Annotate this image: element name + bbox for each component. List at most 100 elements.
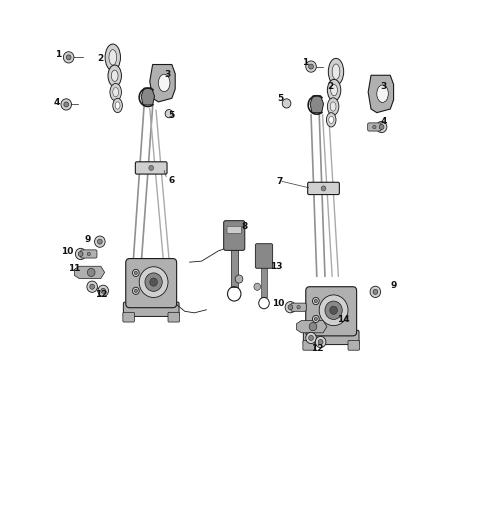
FancyBboxPatch shape bbox=[348, 340, 360, 350]
Circle shape bbox=[97, 239, 102, 244]
Circle shape bbox=[134, 289, 137, 292]
Text: 12: 12 bbox=[311, 344, 323, 353]
Circle shape bbox=[66, 55, 71, 60]
FancyBboxPatch shape bbox=[255, 244, 273, 268]
FancyBboxPatch shape bbox=[224, 221, 245, 250]
FancyBboxPatch shape bbox=[261, 267, 267, 297]
Text: 14: 14 bbox=[337, 315, 349, 325]
Ellipse shape bbox=[110, 83, 121, 101]
Ellipse shape bbox=[332, 64, 340, 79]
Circle shape bbox=[63, 52, 74, 63]
Circle shape bbox=[330, 306, 337, 314]
Circle shape bbox=[150, 278, 157, 286]
Circle shape bbox=[309, 64, 313, 69]
Ellipse shape bbox=[327, 79, 341, 101]
FancyBboxPatch shape bbox=[123, 312, 134, 322]
Circle shape bbox=[78, 251, 83, 257]
Ellipse shape bbox=[330, 102, 336, 111]
Polygon shape bbox=[141, 88, 155, 105]
Circle shape bbox=[98, 285, 108, 296]
Circle shape bbox=[87, 281, 97, 292]
Text: 5: 5 bbox=[277, 94, 284, 103]
Circle shape bbox=[254, 283, 261, 290]
Polygon shape bbox=[368, 75, 394, 113]
Ellipse shape bbox=[113, 98, 122, 113]
FancyBboxPatch shape bbox=[168, 312, 180, 322]
FancyBboxPatch shape bbox=[135, 162, 167, 174]
Ellipse shape bbox=[111, 70, 118, 81]
Ellipse shape bbox=[113, 88, 119, 97]
FancyBboxPatch shape bbox=[306, 287, 357, 336]
Text: 10: 10 bbox=[272, 298, 285, 308]
Circle shape bbox=[101, 288, 106, 293]
Ellipse shape bbox=[331, 84, 337, 96]
FancyBboxPatch shape bbox=[231, 248, 238, 287]
Polygon shape bbox=[150, 65, 175, 102]
Text: 6: 6 bbox=[168, 176, 175, 185]
Circle shape bbox=[64, 102, 69, 107]
Circle shape bbox=[306, 61, 316, 72]
Text: 12: 12 bbox=[96, 290, 108, 299]
FancyBboxPatch shape bbox=[291, 303, 306, 311]
Circle shape bbox=[373, 289, 378, 294]
Circle shape bbox=[325, 301, 342, 319]
Ellipse shape bbox=[115, 102, 120, 109]
Circle shape bbox=[75, 248, 86, 260]
FancyBboxPatch shape bbox=[227, 226, 241, 233]
Circle shape bbox=[309, 323, 317, 331]
Circle shape bbox=[61, 99, 72, 110]
Text: 4: 4 bbox=[381, 117, 387, 126]
Text: 3: 3 bbox=[380, 81, 386, 91]
Text: 2: 2 bbox=[97, 54, 104, 63]
Circle shape bbox=[312, 297, 319, 305]
Ellipse shape bbox=[327, 98, 339, 115]
Text: 1: 1 bbox=[302, 58, 309, 67]
Circle shape bbox=[315, 336, 326, 348]
FancyBboxPatch shape bbox=[81, 250, 97, 258]
Circle shape bbox=[132, 269, 139, 276]
Circle shape bbox=[318, 339, 323, 345]
Text: 4: 4 bbox=[53, 98, 60, 107]
Circle shape bbox=[297, 305, 300, 309]
Text: 5: 5 bbox=[168, 111, 175, 120]
Circle shape bbox=[321, 186, 326, 191]
Text: 3: 3 bbox=[164, 70, 170, 79]
Polygon shape bbox=[74, 266, 105, 279]
Polygon shape bbox=[297, 321, 327, 333]
Ellipse shape bbox=[158, 74, 170, 92]
Text: 9: 9 bbox=[390, 281, 397, 290]
Circle shape bbox=[314, 317, 317, 321]
Circle shape bbox=[314, 300, 317, 303]
Circle shape bbox=[145, 273, 162, 291]
Circle shape bbox=[379, 124, 384, 130]
Ellipse shape bbox=[328, 58, 344, 85]
FancyBboxPatch shape bbox=[308, 182, 339, 195]
Circle shape bbox=[288, 305, 293, 310]
Circle shape bbox=[376, 121, 387, 133]
Circle shape bbox=[95, 236, 105, 247]
FancyBboxPatch shape bbox=[126, 259, 177, 308]
Text: 11: 11 bbox=[68, 264, 81, 273]
Circle shape bbox=[87, 268, 95, 276]
FancyBboxPatch shape bbox=[123, 302, 179, 316]
Ellipse shape bbox=[329, 116, 334, 123]
FancyBboxPatch shape bbox=[303, 340, 314, 350]
Text: 8: 8 bbox=[241, 222, 248, 231]
Circle shape bbox=[282, 99, 291, 108]
Circle shape bbox=[319, 295, 348, 326]
Text: 10: 10 bbox=[61, 247, 73, 257]
Text: 13: 13 bbox=[270, 262, 283, 271]
Circle shape bbox=[312, 315, 319, 323]
Circle shape bbox=[370, 286, 381, 297]
Circle shape bbox=[139, 267, 168, 297]
Text: 9: 9 bbox=[84, 234, 91, 244]
Circle shape bbox=[149, 165, 154, 170]
FancyBboxPatch shape bbox=[303, 330, 359, 345]
Circle shape bbox=[134, 271, 137, 274]
Ellipse shape bbox=[109, 50, 117, 65]
Polygon shape bbox=[310, 96, 324, 113]
Text: 2: 2 bbox=[327, 81, 334, 91]
FancyBboxPatch shape bbox=[368, 123, 381, 131]
Circle shape bbox=[306, 332, 316, 344]
Circle shape bbox=[309, 335, 313, 340]
